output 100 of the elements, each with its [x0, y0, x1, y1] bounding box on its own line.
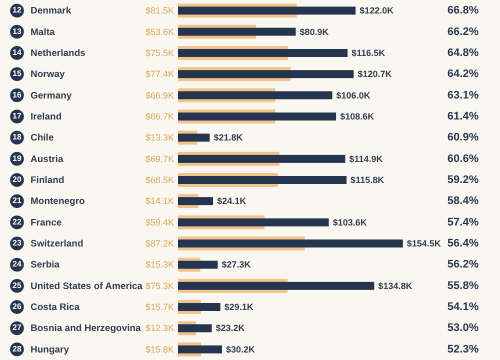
y-tick-label: Montenegro — [30, 196, 86, 208]
data-label: $134.8K — [378, 280, 413, 291]
y-tick-label: Norway — [30, 69, 66, 80]
data-label: $53.6K — [145, 26, 174, 37]
data-label: $23.2K — [216, 323, 246, 334]
data-label: $87.2K — [145, 238, 174, 249]
text: 57.4% — [447, 216, 479, 228]
text: 20 — [12, 175, 22, 184]
y-tick-label: Germany — [30, 90, 72, 102]
text: 59.2% — [447, 174, 479, 186]
text: 21 — [12, 196, 22, 206]
data-label: $15.7K — [145, 302, 174, 312]
y-tick-label: Ireland — [30, 111, 62, 122]
bar — [178, 218, 329, 226]
y-tick-label: United States of America — [30, 280, 144, 292]
text: 56.2% — [447, 258, 479, 271]
data-label: $106.0K — [336, 90, 371, 100]
data-label: $30.2K — [226, 344, 256, 354]
text: 22 — [12, 217, 22, 226]
data-label: $68.5K — [145, 175, 174, 185]
data-label: $114.9K — [349, 154, 384, 164]
text: 28 — [12, 344, 22, 354]
y-tick-label: France — [30, 217, 62, 228]
data-label: $15.3K — [145, 260, 174, 270]
y-tick-label: Chile — [30, 132, 54, 144]
text: 52.3% — [447, 343, 479, 356]
text: 58.4% — [447, 195, 479, 208]
data-label: $21.8K — [214, 132, 244, 143]
y-tick-label: Austria — [30, 154, 64, 165]
data-label: $12.3K — [145, 323, 174, 334]
data-label: $14.1K — [145, 196, 174, 206]
data-label: $154.5K — [406, 238, 442, 249]
bar — [178, 48, 348, 57]
text: 19 — [12, 154, 22, 163]
bar — [178, 28, 296, 36]
text: 12 — [12, 6, 22, 15]
text: 54.1% — [447, 301, 479, 314]
text: 64.2% — [447, 68, 479, 80]
text: 66.8% — [447, 4, 479, 17]
bar — [178, 260, 218, 269]
text: 18 — [12, 132, 22, 142]
data-label: $75.3K — [145, 280, 174, 291]
text: 60.6% — [447, 152, 479, 165]
bar — [178, 6, 356, 15]
text: 17 — [12, 111, 22, 120]
text: 23 — [12, 238, 22, 248]
text: 53.0% — [447, 322, 479, 334]
text: 27 — [12, 323, 22, 332]
data-label: $15.8K — [145, 344, 174, 354]
data-label: $122.0K — [360, 6, 394, 16]
data-label: $116.5K — [352, 48, 386, 58]
y-tick-label: Hungary — [30, 344, 70, 356]
text: 25 — [12, 280, 22, 290]
bar — [178, 154, 346, 163]
data-label: $77.4K — [145, 69, 174, 80]
bar — [178, 91, 332, 100]
text: 16 — [12, 90, 22, 100]
data-label: $29.1K — [224, 302, 254, 312]
bar — [178, 303, 220, 312]
data-label: $120.7K — [358, 69, 392, 80]
data-label: $13.3K — [145, 132, 174, 143]
bar — [178, 134, 210, 142]
data-label: $59.4K — [145, 217, 174, 228]
text: 61.4% — [447, 110, 479, 122]
bar — [178, 112, 336, 120]
y-tick-label: Serbia — [30, 260, 60, 271]
y-tick-label: Switzerland — [30, 238, 84, 250]
text: 60.9% — [447, 132, 479, 144]
data-label: $115.8K — [350, 175, 385, 185]
text: 66.2% — [447, 26, 479, 38]
y-tick-label: Bosnia and Herzegovina — [30, 323, 142, 334]
text: 24 — [12, 260, 22, 269]
text: 13 — [12, 26, 22, 36]
text: 56.4% — [447, 238, 479, 250]
text: 63.1% — [447, 89, 479, 102]
bar — [178, 176, 347, 184]
bar — [178, 345, 222, 354]
data-label: $75.5K — [145, 48, 174, 58]
data-label: $66.7K — [145, 111, 174, 122]
data-label: $81.5K — [145, 6, 174, 16]
bar — [178, 324, 212, 332]
y-tick-label: Finland — [30, 175, 64, 186]
data-label: $80.9K — [300, 26, 330, 37]
y-tick-label: Costa Rica — [30, 302, 80, 314]
text: 26 — [12, 302, 22, 312]
text: 14 — [12, 48, 22, 57]
bar — [178, 240, 403, 248]
data-label: $103.6K — [332, 217, 368, 228]
text: 64.8% — [447, 46, 479, 59]
bar — [178, 197, 214, 206]
bar — [178, 282, 374, 290]
data-label: $24.1K — [217, 196, 247, 206]
data-label: $108.6K — [340, 111, 375, 122]
data-label: $66.9K — [145, 90, 174, 100]
text: 55.8% — [447, 280, 479, 292]
text: 15 — [12, 69, 22, 78]
y-tick-label: Denmark — [30, 6, 72, 17]
y-tick-label: Netherlands — [30, 48, 86, 59]
data-label: $69.7K — [145, 154, 174, 164]
y-tick-label: Malta — [30, 26, 56, 38]
